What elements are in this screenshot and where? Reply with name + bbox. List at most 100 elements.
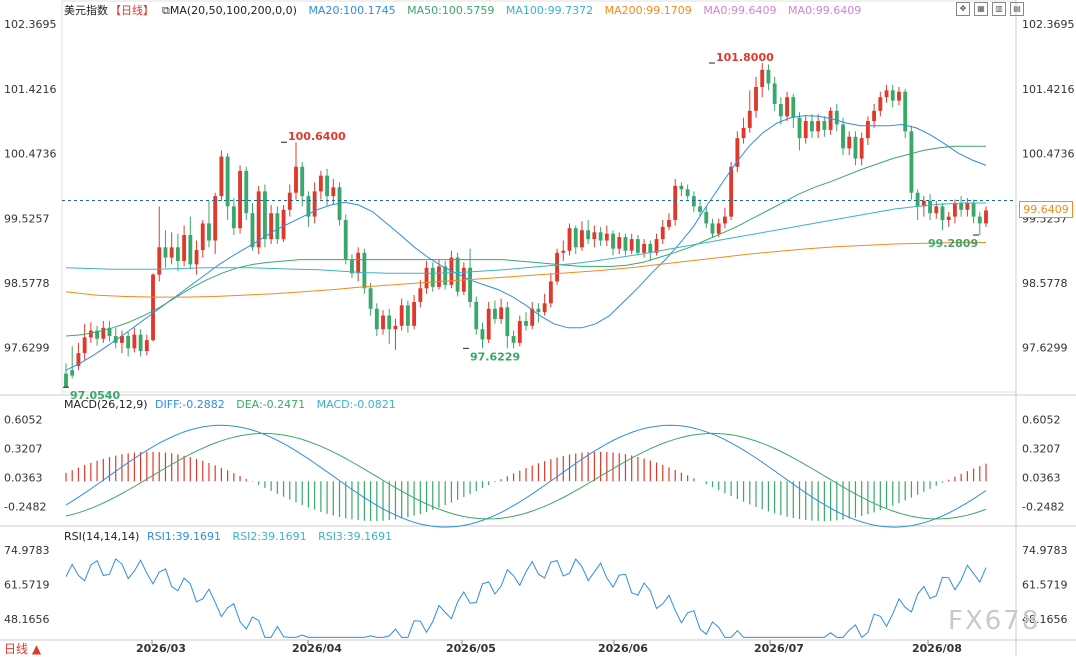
candle-body [592, 232, 597, 240]
candle-body [88, 330, 93, 338]
candle-body [412, 301, 417, 326]
x-axis-label: 2026/07 [754, 642, 804, 655]
candle-body [107, 327, 112, 337]
rsi2-value: RSI2:39.1691 [232, 530, 307, 543]
ma0b-value: MA0:99.6409 [788, 4, 862, 17]
macd-axis-label-right: 0.3207 [1022, 443, 1061, 456]
candle-body [76, 353, 81, 367]
candle-body [70, 370, 75, 376]
candle-body [169, 247, 174, 258]
candle-body [144, 340, 149, 352]
candle-body [387, 315, 392, 330]
chart-icon[interactable]: ⧉ [162, 4, 170, 17]
candle-body [940, 206, 945, 221]
candle-body [225, 156, 230, 207]
macd-axis-label-right: -0.2482 [1022, 501, 1064, 514]
candle-body [95, 330, 100, 339]
candle-body [704, 211, 709, 224]
candle-body [778, 103, 783, 117]
candle-body [586, 230, 591, 240]
candle-body [580, 230, 584, 248]
rsi-axis-label-right: 48.1656 [1022, 613, 1068, 626]
candle-body [350, 259, 354, 274]
candle-body [287, 192, 292, 210]
candle-body [536, 308, 541, 313]
candle-body [847, 136, 852, 149]
x-axis-label: 2026/03 [136, 642, 186, 655]
layout-icon[interactable]: ▥ [992, 2, 1006, 16]
candle-body [231, 206, 236, 229]
ma20-value: MA20:100.1745 [308, 4, 396, 17]
rsi-line [65, 558, 987, 639]
candle-body [480, 329, 485, 340]
ma-line-ma50 [65, 145, 986, 337]
candle-body [368, 288, 373, 309]
candle-body [399, 305, 404, 326]
candle-body [163, 247, 168, 258]
macd-legend: MACD(26,12,9) DIFF:-0.2882 DEA:-0.2471 M… [64, 398, 404, 411]
candle-body [791, 97, 796, 118]
candle-body [965, 202, 970, 210]
candle-body [754, 86, 758, 111]
candle-body [760, 69, 765, 87]
candle-body [381, 315, 385, 330]
candle-body [722, 216, 727, 224]
candle-body [984, 210, 988, 224]
candle-body [785, 97, 790, 117]
x-axis-label: 2026/05 [446, 642, 496, 655]
candle-body [468, 267, 472, 302]
candle-body [952, 202, 957, 217]
macd-axis-label-left: -0.2482 [4, 501, 46, 514]
annotation-low: 97.6229 [470, 350, 520, 363]
candle-body [499, 307, 504, 319]
candle-body [642, 243, 647, 253]
candle-body [959, 202, 964, 210]
candle-body [542, 303, 547, 313]
bottom-period-label[interactable]: 日线 ▲ [4, 642, 42, 656]
candle-body [629, 239, 634, 251]
candle-body [524, 321, 528, 326]
candle-body [928, 200, 932, 214]
price-axis-label-left: 101.4216 [4, 83, 57, 96]
ma0a-value: MA0:99.6409 [703, 4, 777, 17]
x-axis-label: 2026/08 [912, 642, 962, 655]
period-label[interactable]: 【日线】 [110, 4, 154, 17]
candle-body [834, 110, 839, 125]
candle-body [679, 185, 684, 190]
candle-body [884, 90, 889, 98]
candle-body [660, 226, 665, 240]
ma50-value: MA50:100.5759 [407, 4, 495, 17]
ma200-value: MA200:99.1709 [604, 4, 692, 17]
candle-body [517, 321, 522, 343]
candle-body [710, 223, 715, 234]
candle-body [505, 307, 510, 337]
candle-body [766, 69, 771, 84]
price-axis-label-right: 100.4736 [1022, 148, 1075, 161]
watermark: FX678 [948, 606, 1041, 636]
candle-body [194, 250, 199, 265]
candle-body [362, 252, 367, 289]
expand-icon[interactable]: ✥ [956, 2, 970, 16]
candle-body [729, 166, 734, 217]
candle-body [306, 196, 311, 217]
macd-axis-label-left: 0.3207 [4, 443, 43, 456]
macd-dea-line [65, 432, 987, 520]
candle-body [623, 237, 628, 251]
price-axis-label-left: 102.3695 [4, 18, 57, 31]
candle-body [548, 281, 553, 304]
candle-body [915, 192, 920, 207]
candle-body [555, 252, 560, 282]
candle-body [872, 110, 877, 122]
chart-title: 美元指数 [64, 4, 108, 17]
candle-body [691, 196, 696, 207]
candle-body [188, 235, 193, 265]
grid-icon[interactable]: ▦ [974, 2, 988, 16]
annotation-high: 100.6400 [288, 130, 346, 143]
rsi-axis-label-left: 74.9783 [4, 544, 50, 557]
candle-body [250, 213, 255, 248]
candle-body [598, 232, 603, 241]
book-icon[interactable]: ▤ [1010, 2, 1024, 16]
candle-body [878, 97, 883, 111]
candle-body [244, 170, 249, 214]
